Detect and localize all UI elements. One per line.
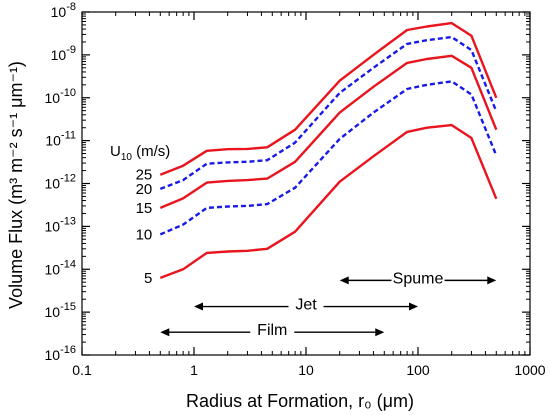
range-label-bg [250, 321, 295, 338]
y-tick-label: 10-15 [45, 301, 76, 320]
y-tick-label: 10-10 [45, 87, 76, 106]
series-line-5 [159, 123, 498, 280]
x-tick-label: 1 [190, 362, 198, 378]
range-arrow-left [194, 302, 203, 311]
x-axis: 0.1 1 10 100 1000 [72, 12, 546, 378]
range-arrow-left [160, 328, 170, 337]
series-label-10: 10 [136, 226, 153, 243]
y-tick-label: 10-11 [45, 130, 76, 149]
y-tick-label: 10-13 [45, 215, 76, 234]
y-axis: 10-16 10-15 10-14 10-13 10-12 10-11 10-10 10-9 1… [45, 1, 530, 363]
legend-title: U10 (m/s) [110, 143, 170, 163]
x-tick-label: 10 [298, 362, 314, 378]
series-label-25: 25 [136, 167, 153, 184]
x-tick-label: 1000 [514, 362, 545, 378]
y-axis-label: Volume Flux (m³ m⁻² s⁻¹ μm⁻¹) [6, 61, 26, 309]
series-line-10 [159, 80, 498, 236]
range-arrow-right [487, 276, 497, 285]
range-annotations: Spume Jet Film [160, 269, 497, 339]
series-label-5: 5 [144, 270, 152, 287]
series-label-15: 15 [136, 200, 153, 217]
x-tick-label: 100 [406, 362, 430, 378]
range-label-spume: Spume [393, 270, 444, 287]
range-label-bg [288, 295, 324, 312]
y-tick-label: 10-14 [45, 258, 76, 277]
series-line-15 [159, 54, 498, 210]
range-arrow-right [375, 328, 385, 337]
y-tick-label: 10-16 [45, 344, 76, 363]
series-line-25 [159, 21, 498, 176]
x-axis-label: Radius at Formation, r₀ (μm) [186, 391, 414, 411]
range-arrow-right [409, 302, 418, 311]
range-label-bg [391, 269, 445, 286]
series-layer [159, 21, 498, 280]
range-arrow-left [339, 276, 349, 285]
range-label-film: Film [257, 322, 287, 339]
series-line-20 [159, 35, 498, 191]
y-tick-label: 10-9 [51, 44, 76, 63]
y-tick-label: 10-8 [51, 1, 76, 20]
series-label-20: 20 [136, 181, 153, 198]
range-label-jet: Jet [295, 297, 317, 314]
y-tick-label: 10-12 [45, 173, 76, 192]
x-tick-label: 0.1 [72, 362, 92, 378]
